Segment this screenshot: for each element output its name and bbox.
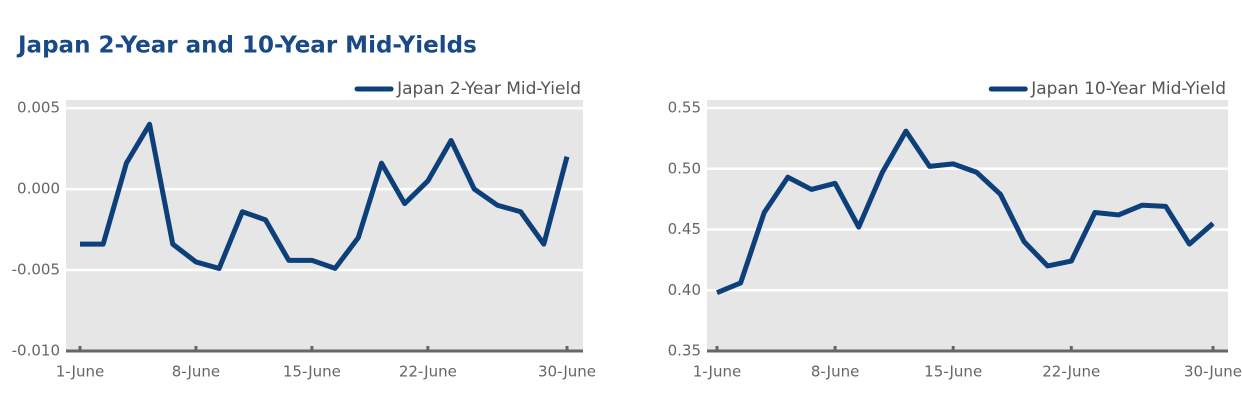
x-tick-label: 15-June bbox=[283, 363, 341, 381]
x-tick-label: 8-June bbox=[811, 363, 859, 381]
y-tick-label: 0.40 bbox=[668, 281, 701, 299]
legend-label: Japan 10-Year Mid-Yield bbox=[1030, 79, 1226, 99]
legend-label: Japan 2-Year Mid-Yield bbox=[396, 79, 581, 99]
x-tick-label: 1-June bbox=[693, 363, 741, 381]
page-title: Japan 2-Year and 10-Year Mid-Yields bbox=[16, 33, 477, 59]
x-tick-label: 30-June bbox=[1184, 363, 1242, 381]
x-tick-label: 30-June bbox=[538, 363, 596, 381]
y-tick-label: 0.45 bbox=[668, 220, 701, 238]
x-tick-label: 22-June bbox=[399, 363, 457, 381]
x-tick-label: 1-June bbox=[56, 363, 104, 381]
y-tick-label: -0.010 bbox=[12, 342, 60, 360]
y-tick-label: 0.50 bbox=[668, 159, 701, 177]
x-tick-label: 22-June bbox=[1042, 363, 1100, 381]
x-tick-label: 8-June bbox=[172, 363, 220, 381]
plot-area bbox=[707, 100, 1228, 351]
x-tick-label: 15-June bbox=[924, 363, 982, 381]
y-tick-label: 0.35 bbox=[668, 342, 701, 360]
series-line bbox=[80, 121, 570, 271]
series-line bbox=[716, 128, 1215, 295]
y-tick-label: 0.005 bbox=[17, 99, 60, 117]
y-tick-label: 0.55 bbox=[668, 99, 701, 117]
y-tick-label: 0.000 bbox=[17, 180, 60, 198]
y-tick-label: -0.005 bbox=[12, 261, 60, 279]
